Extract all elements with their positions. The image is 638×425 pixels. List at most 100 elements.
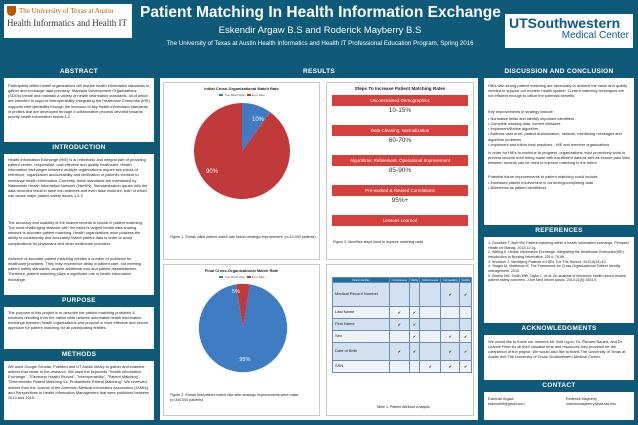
step-1-bar: Unconstrained Demographics	[332, 95, 468, 106]
fig1-slice-true	[242, 103, 271, 151]
fig3-title: Final Cross-Organizational Match Rate	[204, 268, 279, 273]
fig3-legend-true: True Match Rate	[224, 275, 246, 279]
discussion-heading: DISCUSSION AND CONCLUSION	[484, 66, 634, 78]
discussion-p3: In order for HIEs to continue to progres…	[488, 150, 630, 166]
reference-item: 2. Witting K. Health Information Exchang…	[488, 250, 625, 260]
step-4-value: 95%+	[391, 197, 409, 204]
poster-affiliation: The University of Texas at Austin Health…	[166, 40, 474, 47]
check-icon: ✔	[440, 360, 461, 373]
check-icon: ✔	[459, 282, 472, 307]
figure-3-box: Final Cross-Organizational Match Rate Tr…	[163, 264, 320, 416]
fig3-slice-true	[198, 284, 288, 373]
introduction-p3: Absence of accurate patient matching cre…	[8, 256, 141, 282]
fig3-error-label: 5%	[232, 289, 240, 295]
discussion-p2: Key improvements in strategy include:	[488, 109, 554, 114]
bullet-item: • Address user error, patient authorizat…	[488, 131, 622, 142]
check-icon: ✔	[440, 342, 461, 361]
table-row: Last Name ✔ ✔	[332, 306, 472, 319]
bullet-item: • Normalize fields and identify importan…	[488, 116, 575, 121]
reference-item: 3. Knudson J. Identifying Patients In HI…	[488, 259, 607, 264]
fig1-error-label: 90%	[206, 169, 219, 175]
fig3-caption: Figure 3. Shows final patient match rate…	[170, 393, 300, 402]
introduction-heading: INTRODUCTION	[4, 142, 154, 154]
check-icon	[388, 330, 410, 343]
logo-left-line2: Health Informatics and Health IT	[7, 18, 127, 28]
table-row: First Name ✔ ✔	[332, 318, 472, 331]
check-icon: ✔	[440, 282, 461, 307]
check-icon	[408, 360, 421, 373]
fig3-true-label: 95%	[239, 357, 250, 363]
row-label: First Name	[332, 318, 390, 331]
bullet-item: • Complete missing data, correct mistake…	[488, 121, 561, 127]
check-icon: ✔	[408, 342, 421, 361]
bullet-item: • Increased patient involvement in corre…	[488, 180, 593, 185]
check-icon	[459, 318, 472, 331]
check-icon	[419, 318, 442, 331]
check-icon	[440, 306, 461, 319]
contact-2: Roderick Mayberry roderickmayberry@utexa…	[566, 397, 616, 407]
discussion-p4: Potential future improvements to patient…	[488, 174, 599, 179]
check-icon: ✔	[459, 342, 472, 361]
fig1-legend-error: Error Rate	[251, 93, 265, 97]
bullet-item: • Biometrics as patient identifiers4	[488, 185, 547, 191]
row-label: Medical Record Number	[332, 282, 390, 307]
bullet-item: • Implement and follow best practices - …	[488, 141, 610, 147]
discussion-bullets: • Normalize fields and identify importan…	[488, 116, 630, 147]
poster-header: The University of Texas at Austin Health…	[0, 0, 638, 60]
step-3-bar: Algorithmic Refinement, Operational Impr…	[332, 155, 468, 166]
contact-email: roderickmayberry@utexas.edu	[566, 401, 617, 406]
check-icon	[408, 282, 421, 307]
check-icon: ✔	[408, 306, 421, 319]
row-label: Sex	[332, 330, 390, 343]
fig1-title: Initial Cross-Organizational Match Rate	[204, 86, 279, 91]
legend-true-swatch	[219, 94, 224, 97]
step-2-value: 60-70%	[388, 137, 412, 144]
table-row: Sex ✔ ✔ ✔	[332, 330, 472, 343]
check-icon	[459, 306, 472, 319]
logo-left-line1: The University of Texas at Austin	[19, 7, 114, 15]
check-icon	[440, 318, 461, 331]
patient-attribute-table: Patient Identifier Completeness Validity…	[332, 277, 472, 373]
check-icon: ✔	[388, 306, 410, 319]
row-label: Last Name	[332, 306, 390, 319]
table-row: SSN ✔ ✔ ✔	[332, 360, 472, 373]
contact-heading: CONTACT	[484, 380, 634, 392]
row-label: Date of Birth	[332, 342, 390, 361]
reference-item: 5. Weeks DM, Smith MW, Taylor L, et al. …	[488, 273, 626, 283]
fig1-legend-true: True Match Rate	[224, 93, 246, 97]
table1-caption: Table 1. Patient Attribute Analysis	[376, 405, 430, 409]
check-icon: ✔	[388, 318, 410, 331]
fig1-caption: Figure 1. Shows initial patient match ra…	[170, 235, 316, 239]
fig1-true-label: 10%	[252, 117, 265, 123]
references-heading: REFERENCES	[484, 225, 634, 237]
fig3-legend: True Match Rate Error Rate	[164, 275, 319, 279]
poster-authors: Eskendir Argaw B.S and Roderick Mayberry…	[218, 25, 422, 36]
fig2-caption: Figure 2. Identifies steps used to impro…	[333, 240, 424, 244]
right-column: DISCUSSION AND CONCLUSION HIEs with stro…	[484, 66, 634, 420]
fig1-pie: 10% 90%	[194, 103, 290, 199]
ut-shield-icon	[7, 6, 16, 16]
step-5-bar: Lessons Learned	[332, 215, 468, 226]
figure-1-box: Initial Cross-Organizational Match Rate …	[163, 82, 320, 260]
bullet-item: • Implement/Refine algorithm	[488, 126, 539, 132]
fig2-title: Steps To Increase Patient Matching Rates	[354, 86, 446, 91]
check-icon	[419, 342, 442, 361]
fig3-slice-error	[236, 283, 250, 328]
methods-heading: METHODS	[4, 349, 154, 361]
purpose-text: The purpose of this project is to descri…	[8, 310, 149, 331]
check-icon	[419, 306, 442, 319]
step-3-value: 85-90%	[388, 167, 412, 174]
logo-right-line1: UTSouthwestern	[509, 15, 621, 31]
check-icon	[388, 282, 410, 307]
fig3-legend-error: Error Rate	[251, 275, 265, 279]
poster-title: Patient Matching In Health Information E…	[140, 4, 501, 21]
check-icon: ✔	[419, 360, 442, 373]
check-icon: ✔	[408, 318, 421, 331]
step-4-bar: Pre-worked & Reused Correlations	[332, 185, 468, 196]
figure-2-box: Steps To Increase Patient Matching Rates…	[326, 82, 474, 260]
left-column: ABSTRACT Participants within health orga…	[4, 66, 154, 420]
center-column: RESULTS Initial Cross-Organizational Mat…	[160, 66, 478, 420]
purpose-heading: PURPOSE	[4, 295, 154, 307]
check-icon	[419, 330, 442, 343]
table-row: Date of Birth ✔ ✔ ✔ ✔	[332, 342, 472, 361]
